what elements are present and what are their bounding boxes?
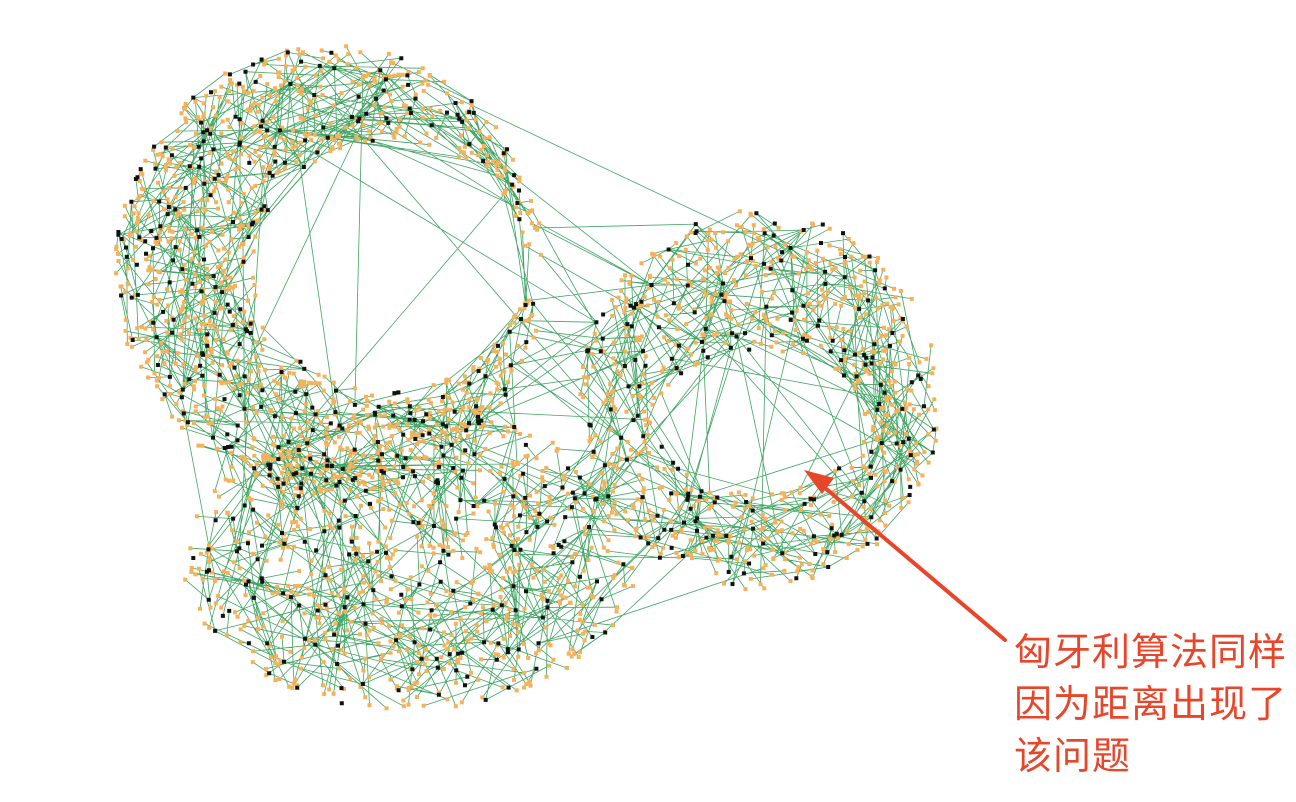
annotation-text: 匈牙利算法同样 因为距离出现了 该问题	[1014, 626, 1294, 782]
matching-lines	[115, 46, 937, 709]
annotation-line-3: 该问题	[1014, 734, 1132, 778]
arrow-icon	[804, 470, 1007, 642]
matching-line-set	[115, 46, 937, 709]
annotation-line-2: 因为距离出现了	[1014, 682, 1288, 726]
annotation-line-1: 匈牙利算法同样	[1014, 630, 1288, 674]
